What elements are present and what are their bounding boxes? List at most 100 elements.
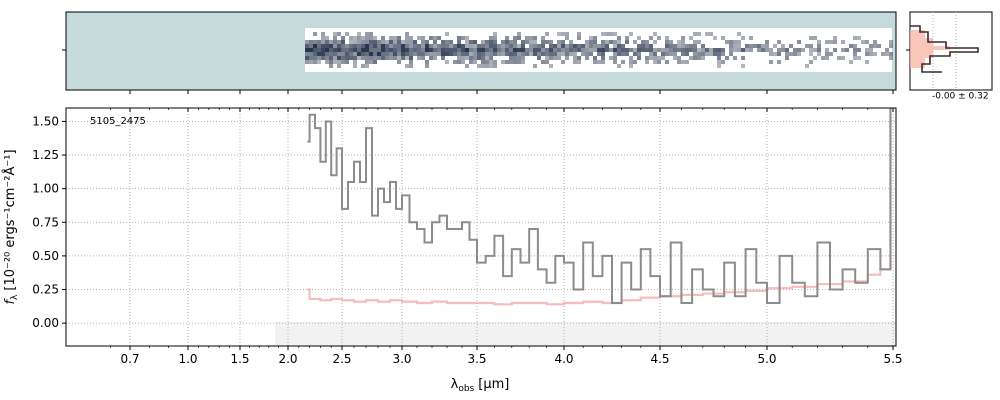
s2d-pixel: [649, 52, 653, 56]
series-layer: [307, 108, 892, 306]
s2d-pixel: [889, 40, 893, 44]
s2d-pixel: [361, 64, 365, 68]
s2d-pixel: [521, 48, 525, 52]
s2d-pixel: [621, 48, 625, 52]
s2d-pixel: [521, 60, 525, 64]
s2d-pixel: [569, 44, 573, 48]
s2d-pixel: [601, 40, 605, 44]
s2d-pixel: [333, 36, 337, 40]
s2d-pixel: [529, 52, 533, 56]
s2d-pixel: [873, 52, 877, 56]
s2d-pixel: [333, 56, 337, 60]
s2d-pixel: [469, 56, 473, 60]
s2d-pixel: [381, 52, 385, 56]
s2d-pixel: [597, 60, 601, 64]
s2d-pixel: [577, 60, 581, 64]
s2d-pixel: [709, 48, 713, 52]
s2d-pixel: [737, 44, 741, 48]
s2d-pixel: [681, 52, 685, 56]
s2d-pixel: [589, 40, 593, 44]
s2d-pixel: [485, 44, 489, 48]
s2d-pixel: [497, 44, 501, 48]
s2d-pixel: [709, 52, 713, 56]
s2d-pixel: [513, 60, 517, 64]
s2d-pixel: [573, 52, 577, 56]
s2d-pixel: [569, 40, 573, 44]
s2d-pixel: [645, 48, 649, 52]
object-label: 5105_2475: [90, 116, 146, 127]
s2d-pixel: [545, 60, 549, 64]
s2d-pixel: [305, 52, 309, 56]
s2d-pixel: [345, 60, 349, 64]
s2d-pixel: [369, 36, 373, 40]
s2d-pixel: [681, 36, 685, 40]
s2d-pixel: [813, 36, 817, 40]
s2d-pixel: [537, 52, 541, 56]
y-axis-label: fλ [10⁻²⁰ ergs⁻¹cm⁻²Å⁻¹]: [2, 149, 20, 304]
s2d-pixel: [773, 52, 777, 56]
s2d-pixel: [413, 40, 417, 44]
s2d-pixel: [857, 36, 861, 40]
s2d-pixel: [405, 44, 409, 48]
s2d-pixel: [373, 56, 377, 60]
s2d-pixel: [309, 60, 313, 64]
s2d-pixel: [385, 40, 389, 44]
s2d-pixel: [417, 52, 421, 56]
s2d-pixel: [537, 48, 541, 52]
s2d-pixel: [597, 44, 601, 48]
s2d-pixel: [405, 48, 409, 52]
s2d-pixel: [557, 44, 561, 48]
s2d-pixel: [613, 32, 617, 36]
s2d-pixel: [809, 44, 813, 48]
s2d-pixel: [357, 56, 361, 60]
s2d-pixel: [309, 48, 313, 52]
s2d-pixel: [717, 64, 721, 68]
s2d-pixel: [321, 44, 325, 48]
s2d-pixel: [353, 52, 357, 56]
s2d-pixel: [465, 36, 469, 40]
s2d-pixel: [313, 56, 317, 60]
s2d-pixel: [421, 44, 425, 48]
s2d-pixel: [633, 48, 637, 52]
s2d-pixel: [637, 48, 641, 52]
s2d-pixel: [737, 40, 741, 44]
x-label-main: λ: [451, 377, 459, 392]
s2d-pixel: [713, 48, 717, 52]
s2d-pixel: [565, 52, 569, 56]
s2d-pixel: [489, 36, 493, 40]
s2d-pixel: [713, 36, 717, 40]
s2d-pixel: [653, 56, 657, 60]
s2d-pixel: [493, 64, 497, 68]
s2d-pixel: [825, 52, 829, 56]
s2d-pixel: [405, 36, 409, 40]
s2d-pixel: [865, 52, 869, 56]
s2d-pixel: [705, 48, 709, 52]
s2d-pixel: [869, 48, 873, 52]
lowband-shade: [275, 322, 896, 346]
s2d-pixel: [761, 44, 765, 48]
s2d-pixel: [633, 52, 637, 56]
s2d-pixel: [389, 36, 393, 40]
x-tick-label: 1.5: [230, 352, 249, 366]
s2d-pixel: [305, 60, 309, 64]
s2d-pixel: [321, 40, 325, 44]
s2d-pixel: [365, 32, 369, 36]
s2d-pixel: [629, 32, 633, 36]
s2d-pixel: [669, 48, 673, 52]
s2d-pixel: [433, 36, 437, 40]
s2d-pixel: [589, 52, 593, 56]
s2d-pixel: [421, 48, 425, 52]
s2d-pixel: [325, 60, 329, 64]
s2d-pixel: [589, 48, 593, 52]
s2d-pixel: [365, 56, 369, 60]
s2d-pixel: [813, 56, 817, 60]
s2d-pixel: [785, 56, 789, 60]
s2d-pixel: [549, 48, 553, 52]
s2d-pixel: [521, 40, 525, 44]
s2d-pixel: [353, 40, 357, 44]
s2d-pixel: [853, 44, 857, 48]
s2d-pixel: [365, 52, 369, 56]
s2d-pixel: [377, 56, 381, 60]
s2d-pixel: [737, 48, 741, 52]
s2d-pixel: [469, 44, 473, 48]
